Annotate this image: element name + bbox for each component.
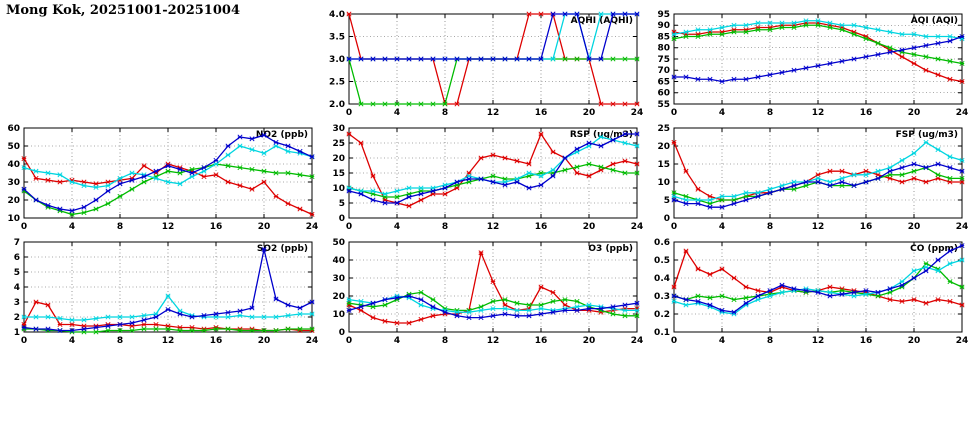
rsp-chart-canvas bbox=[325, 122, 650, 236]
chart-co bbox=[650, 236, 975, 350]
chart-o3 bbox=[325, 236, 650, 350]
chart-so2 bbox=[0, 236, 325, 350]
empty-cell bbox=[0, 8, 325, 122]
aqi-chart-canvas bbox=[650, 8, 975, 122]
chart-aqi bbox=[650, 8, 975, 122]
fsp-chart-canvas bbox=[650, 122, 975, 236]
no2-chart-canvas bbox=[0, 122, 325, 236]
chart-rsp bbox=[325, 122, 650, 236]
chart-no2 bbox=[0, 122, 325, 236]
chart-fsp bbox=[650, 122, 975, 236]
charts-grid bbox=[0, 8, 975, 350]
so2-chart-canvas bbox=[0, 236, 325, 350]
o3-chart-canvas bbox=[325, 236, 650, 350]
page-title: Mong Kok, 20251001-20251004 bbox=[6, 3, 240, 18]
co-chart-canvas bbox=[650, 236, 975, 350]
chart-aqhi bbox=[325, 8, 650, 122]
aqhi-chart-canvas bbox=[325, 8, 650, 122]
